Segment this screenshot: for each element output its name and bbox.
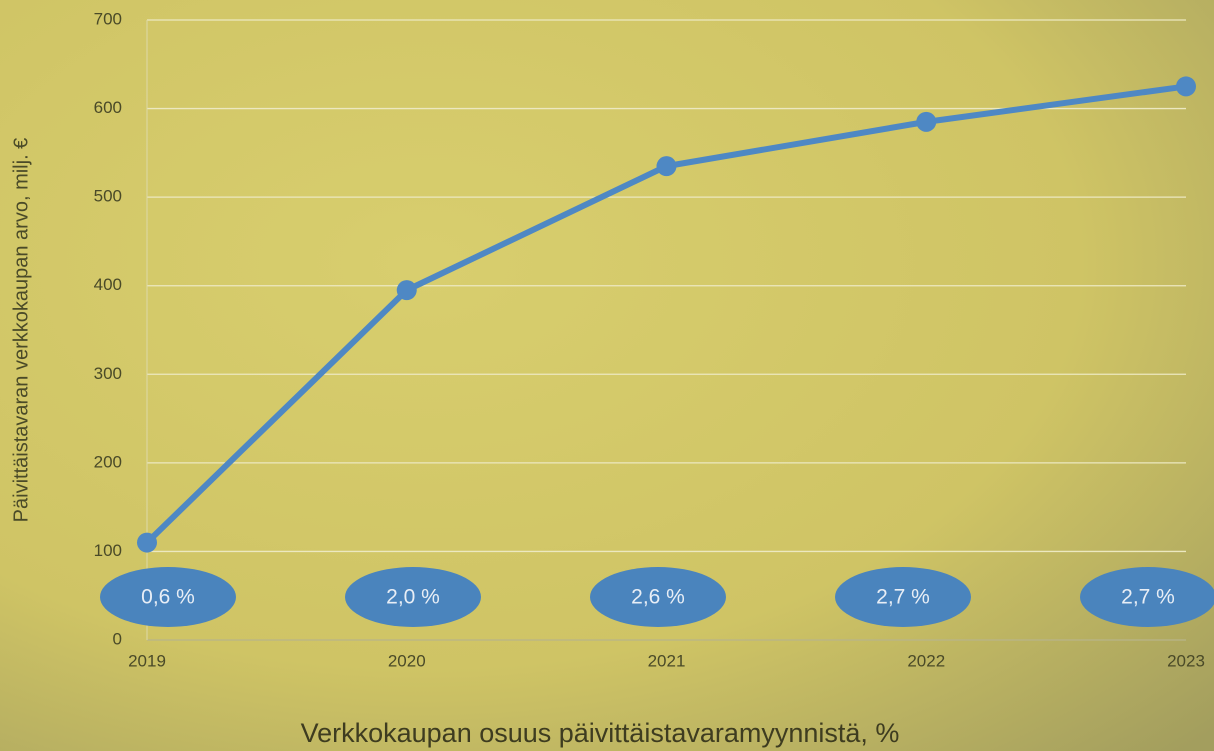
share-badge	[835, 567, 971, 627]
share-badge	[100, 567, 236, 627]
share-label: 2,7 %	[1121, 586, 1175, 609]
share-label: 0,6 %	[141, 586, 195, 609]
x-tick-label: 2020	[388, 651, 426, 670]
share-label: 2,7 %	[876, 586, 930, 609]
x-tick-label: 2021	[648, 651, 686, 670]
y-tick-label: 100	[94, 541, 122, 560]
x-tick-label: 2022	[907, 651, 945, 670]
y-tick-label: 400	[94, 275, 122, 294]
share-label: 2,0 %	[386, 586, 440, 609]
share-badge	[1080, 567, 1214, 627]
point	[656, 156, 677, 177]
x-tick-label: 2023	[1167, 651, 1205, 670]
share-badge	[345, 567, 481, 627]
y-tick-label: 600	[94, 98, 122, 117]
point	[1176, 76, 1196, 97]
y-tick-label: 200	[94, 452, 122, 471]
point	[137, 532, 157, 553]
x-axis-label: Verkkokaupan osuus päivittäistavaramyynn…	[301, 718, 900, 748]
y-tick-label: 0	[113, 629, 122, 648]
share-label: 2,6 %	[631, 586, 685, 609]
y-tick-label: 300	[94, 364, 122, 383]
y-tick-label: 700	[94, 9, 122, 28]
share-badge	[590, 567, 726, 627]
y-tick-label: 500	[94, 187, 122, 206]
x-tick-label: 2019	[128, 651, 166, 670]
point	[916, 111, 937, 132]
point	[396, 280, 417, 301]
y-axis-label: Päivittäistavaran verkkokaupan arvo, mil…	[10, 138, 32, 523]
